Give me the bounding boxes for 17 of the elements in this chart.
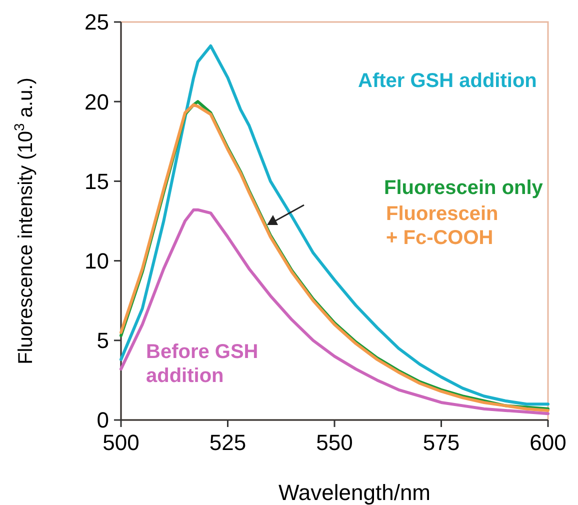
x-axis-title: Wavelength/nm (278, 480, 431, 505)
y-tick-label: 5 (96, 328, 109, 354)
x-tick-label: 600 (530, 430, 566, 455)
line-series (120, 44, 550, 406)
x-tick-label: 550 (316, 430, 353, 455)
y-tick-label: 20 (84, 89, 109, 114)
y-tick-label: 10 (84, 248, 109, 274)
text: Fluorescein + Fc-COOH (386, 203, 498, 249)
y-tick-label: 25 (84, 10, 109, 35)
x-tick-label: 500 (102, 430, 140, 455)
x-tick-label: 525 (209, 430, 246, 455)
y-tick-label: 15 (84, 168, 109, 194)
series-label: Before GSH addition (146, 341, 258, 387)
x-tick-label: 575 (422, 430, 460, 455)
y-tick-label: 0 (96, 408, 109, 433)
text: After GSH addition (358, 70, 537, 92)
text: Fluorescein only (384, 177, 544, 199)
